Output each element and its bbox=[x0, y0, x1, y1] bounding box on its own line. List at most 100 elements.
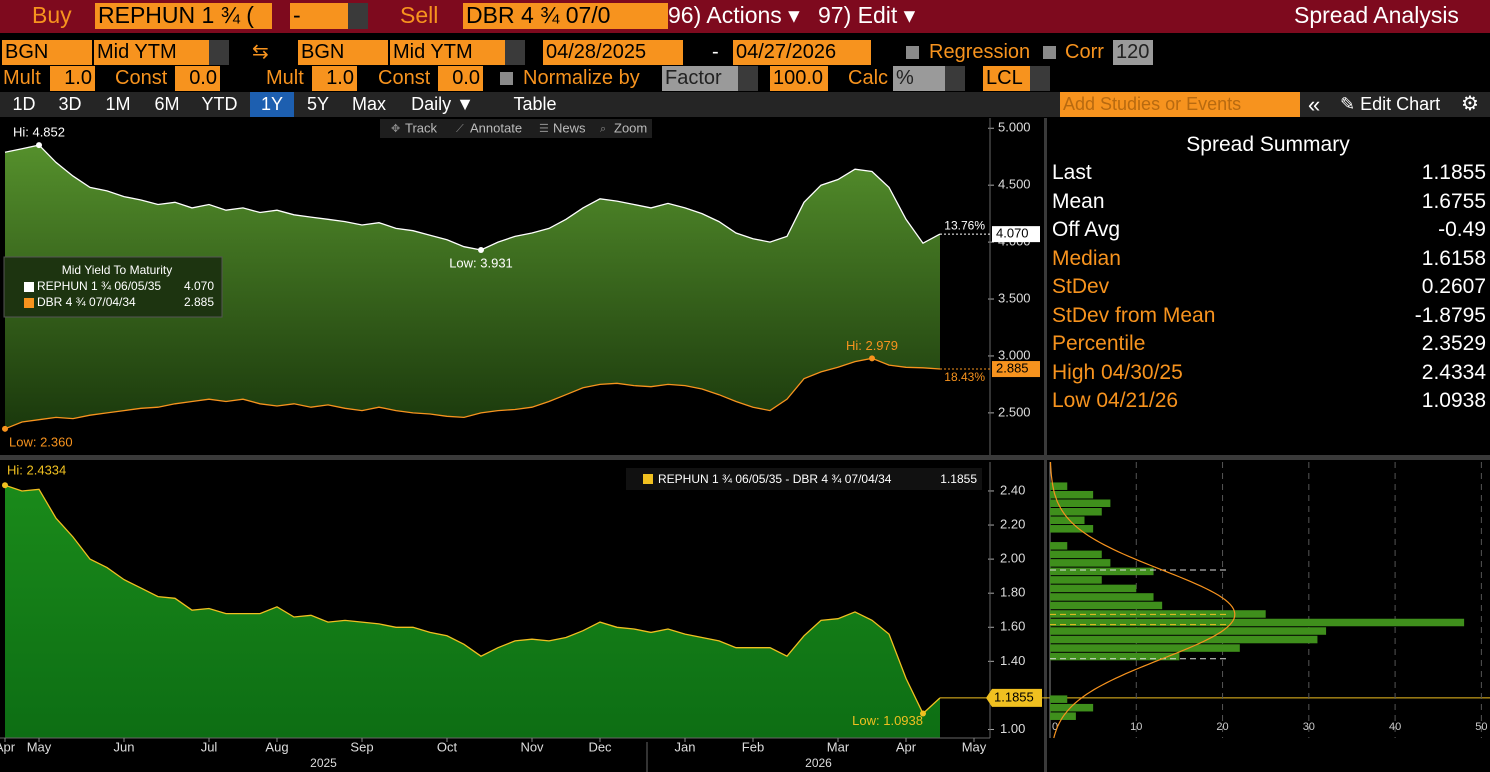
mult-input[interactable]: 1.0 bbox=[312, 66, 357, 91]
calc-input[interactable]: % bbox=[893, 66, 945, 91]
legend-value: 2.885 bbox=[184, 295, 214, 309]
mult-label: Mult bbox=[266, 67, 304, 89]
x-tick-label: Oct bbox=[437, 739, 458, 754]
legend-box bbox=[3, 256, 223, 318]
hist-bar bbox=[1050, 695, 1068, 703]
summary-label: Off Avg bbox=[1052, 218, 1121, 241]
hist-bar bbox=[1050, 627, 1327, 635]
x-tick-label: Mar bbox=[827, 739, 850, 754]
summary-label: Percentile bbox=[1052, 332, 1146, 355]
x-tick-label: 0 bbox=[1052, 721, 1058, 733]
summary-value: 0.2607 bbox=[1421, 275, 1486, 298]
dropdown[interactable] bbox=[348, 3, 368, 29]
start-date-input[interactable]: 04/28/2025 bbox=[543, 40, 683, 65]
checkbox[interactable] bbox=[906, 46, 919, 59]
period-button[interactable]: 1M bbox=[105, 94, 131, 114]
period-button-active[interactable]: 1Y bbox=[250, 92, 294, 117]
x-tick-label: May bbox=[962, 739, 987, 754]
x-tick-label: Nov bbox=[520, 739, 544, 754]
legend-value: 1.1855 bbox=[940, 472, 977, 486]
spread-area bbox=[5, 485, 940, 738]
summary-label: Mean bbox=[1052, 189, 1105, 213]
period-button[interactable]: 6M bbox=[154, 94, 180, 114]
buy-security-input[interactable]: REPHUN 1 ¾ ( bbox=[95, 3, 272, 29]
summary-label: Low 04/21/26 bbox=[1052, 389, 1179, 412]
period-button[interactable]: YTD bbox=[201, 94, 238, 114]
yield-line bbox=[4, 144, 941, 251]
const-input[interactable]: 0.0 bbox=[438, 66, 483, 91]
checkbox[interactable] bbox=[1043, 46, 1056, 59]
currency-input[interactable]: LCL bbox=[983, 66, 1030, 91]
legend-swatch bbox=[643, 474, 653, 484]
hist-bar bbox=[1050, 542, 1068, 550]
date-separator: - bbox=[712, 41, 719, 63]
summary-title: Spread Summary bbox=[1186, 133, 1350, 156]
x-tick-label: Jul bbox=[201, 739, 218, 754]
extreme-label: Hi: 4.852 bbox=[13, 125, 65, 140]
extreme-point bbox=[2, 482, 8, 489]
period-button[interactable]: Max bbox=[351, 94, 386, 114]
y-tick-label: 4.500 bbox=[998, 177, 1031, 192]
tool-button: Annotate bbox=[470, 120, 522, 135]
edit-menu[interactable]: 97) Edit ▾ bbox=[818, 3, 916, 28]
mult-input[interactable]: 1.0 bbox=[50, 66, 95, 91]
field-input[interactable]: Mid YTM bbox=[390, 40, 505, 65]
corr-window-input[interactable]: 120 bbox=[1113, 40, 1153, 65]
swap-button[interactable]: ⇆ bbox=[252, 41, 269, 63]
extreme-point bbox=[2, 425, 8, 432]
table-button[interactable]: Table bbox=[513, 94, 557, 114]
y-tick-label: 4.000 bbox=[998, 234, 1031, 249]
const-input[interactable]: 0.0 bbox=[175, 66, 220, 91]
field-input[interactable]: Mid YTM bbox=[94, 40, 209, 65]
actions-menu[interactable]: 96) Actions ▾ bbox=[668, 3, 800, 28]
extreme-point bbox=[869, 355, 875, 362]
last-value-label: 4.070 bbox=[996, 226, 1029, 241]
x-tick-label: 10 bbox=[1130, 721, 1142, 733]
y-tick-label: 3.500 bbox=[998, 290, 1031, 305]
dropdown[interactable] bbox=[505, 40, 525, 65]
frequency-menu[interactable]: Daily ▼ bbox=[411, 94, 474, 114]
collapse-button[interactable]: « bbox=[1308, 92, 1321, 117]
extreme-label: Hi: 2.4334 bbox=[7, 463, 66, 478]
studies-input[interactable]: Add Studies or Events bbox=[1060, 92, 1300, 117]
sell-security-input[interactable]: DBR 4 ¾ 07/0 bbox=[463, 3, 668, 29]
hist-bar bbox=[1050, 593, 1154, 601]
tool-button: Zoom bbox=[614, 120, 647, 135]
normalize-input[interactable]: Factor bbox=[662, 66, 738, 91]
edit-chart-button[interactable]: ✎ Edit Chart bbox=[1340, 94, 1441, 114]
dropdown[interactable] bbox=[1030, 66, 1050, 91]
y-tick-label: 3.000 bbox=[998, 347, 1031, 362]
factor-input[interactable]: 100.0 bbox=[770, 66, 828, 91]
tool-icon: ☰ bbox=[539, 123, 549, 135]
dropdown[interactable] bbox=[209, 40, 229, 65]
extreme-point bbox=[920, 710, 926, 717]
end-date-input[interactable]: 04/27/2026 bbox=[733, 40, 871, 65]
pair-input[interactable]: - bbox=[290, 3, 348, 29]
period-button[interactable]: 3D bbox=[58, 94, 82, 114]
hist-bar bbox=[1050, 550, 1102, 559]
y-tick-label: 2.40 bbox=[1000, 482, 1025, 497]
source-input[interactable]: BGN bbox=[2, 40, 92, 65]
y-tick-label: 1.40 bbox=[1000, 653, 1025, 668]
source-input[interactable]: BGN bbox=[298, 40, 388, 65]
const-label: Const bbox=[115, 67, 168, 89]
summary-value: 1.6755 bbox=[1421, 189, 1486, 213]
settings-icon[interactable]: ⚙ bbox=[1461, 93, 1479, 115]
dropdown[interactable] bbox=[738, 66, 758, 91]
hist-bar bbox=[1050, 576, 1102, 584]
year-label: 2026 bbox=[805, 756, 832, 770]
checkbox[interactable] bbox=[500, 72, 513, 85]
normal-curve bbox=[1049, 461, 1236, 739]
summary-value: 1.1855 bbox=[1421, 161, 1486, 184]
period-button[interactable]: 5Y bbox=[306, 94, 330, 114]
period-button[interactable]: 1D bbox=[12, 94, 36, 114]
dropdown[interactable] bbox=[945, 66, 965, 91]
summary-value: -1.8795 bbox=[1414, 303, 1486, 327]
summary-value: 1.0938 bbox=[1421, 389, 1486, 412]
y-tick-label: 1.60 bbox=[1000, 619, 1025, 634]
last-value-box bbox=[992, 226, 1040, 243]
hist-bar bbox=[1050, 644, 1240, 652]
legend-value: 4.070 bbox=[184, 279, 214, 293]
last-value-box bbox=[992, 361, 1040, 378]
